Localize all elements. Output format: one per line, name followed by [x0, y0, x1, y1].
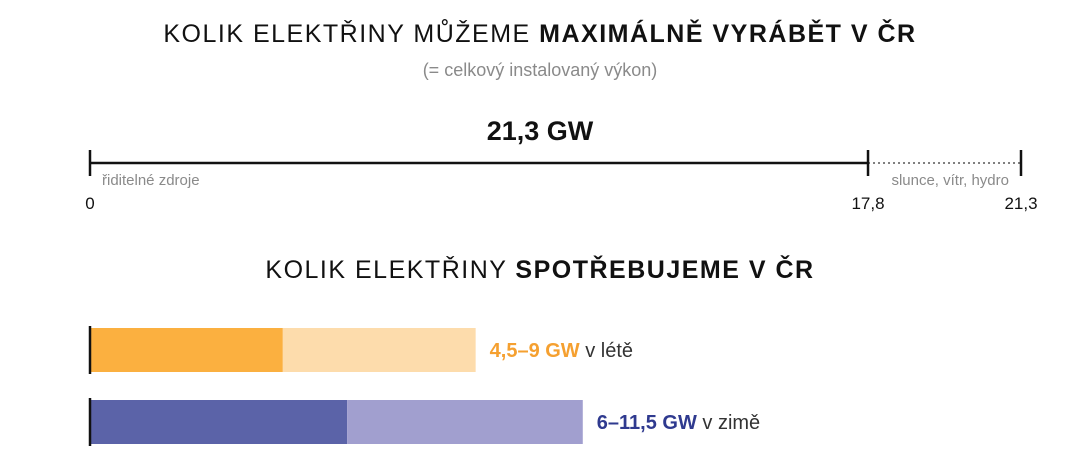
segment-label: řiditelné zdroje	[102, 172, 200, 189]
consumption-bar-range	[347, 400, 583, 444]
consumption-range-value: 6–11,5 GW	[597, 412, 697, 434]
consumption-label: 6–11,5 GW v zimě	[597, 412, 760, 434]
tick-label: 17,8	[851, 194, 884, 213]
chart-title-capacity: KOLIK ELEKTŘINY MŮŽEME MAXIMÁLNĚ VYRÁBĚT…	[163, 20, 917, 48]
chart-title-consumption: KOLIK ELEKTŘINY SPOTŘEBUJEME V ČR	[265, 256, 815, 284]
consumption-bar-min	[90, 400, 348, 444]
tick-label: 0	[85, 194, 94, 213]
chart-subtitle-capacity: (= celkový instalovaný výkon)	[422, 60, 658, 80]
consumption-season: v zimě	[697, 412, 760, 434]
consumption-season: v létě	[580, 340, 633, 362]
tick-label: 21,3	[1004, 194, 1037, 213]
consumption-label: 4,5–9 GW v létě	[490, 340, 633, 362]
consumption-range-value: 4,5–9 GW	[490, 340, 580, 362]
consumption-bar-min	[90, 328, 283, 372]
consumption-bar-range	[282, 328, 476, 372]
segment-label: slunce, vítr, hydro	[891, 172, 1009, 189]
total-capacity-label: 21,3 GW	[486, 116, 594, 146]
